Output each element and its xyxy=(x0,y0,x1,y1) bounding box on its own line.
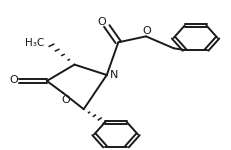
Text: N: N xyxy=(109,70,117,80)
Text: O: O xyxy=(9,75,18,85)
Text: O: O xyxy=(61,94,69,105)
Text: H₃C: H₃C xyxy=(25,38,44,48)
Text: O: O xyxy=(142,26,151,36)
Text: O: O xyxy=(97,16,106,27)
